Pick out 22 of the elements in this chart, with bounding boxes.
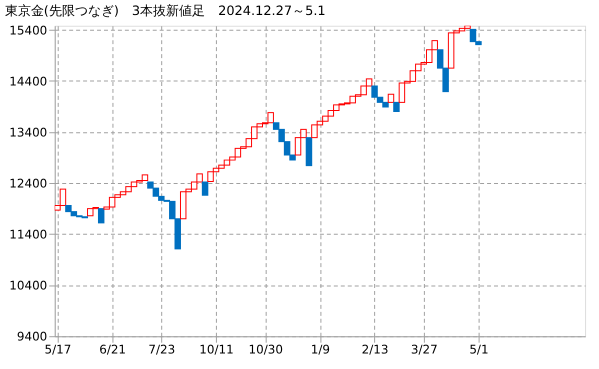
y-tick-label: 13400: [9, 125, 48, 140]
bar: [388, 94, 394, 103]
x-tick-label: 10/11: [199, 342, 234, 357]
y-tick-label: 9400: [16, 330, 48, 344]
y-tick-label: 14400: [9, 74, 48, 88]
x-tick-label: 7/23: [148, 342, 176, 357]
bar: [98, 208, 104, 224]
x-tick-label: 5/17: [44, 342, 72, 357]
y-tick-label: 15400: [9, 23, 48, 38]
bar: [306, 137, 312, 166]
x-tick-label: 1/9: [310, 342, 330, 357]
x-tick-label: 6/21: [99, 342, 126, 357]
bar: [393, 102, 400, 112]
y-tick-label: 12400: [9, 176, 48, 191]
y-tick-label: 10400: [9, 278, 48, 293]
x-tick-label: 2/13: [362, 342, 388, 357]
x-tick-label: 10/30: [248, 342, 283, 357]
bar: [202, 182, 208, 196]
x-tick-label: 5/1: [469, 342, 489, 357]
x-tick-label: 3/27: [410, 342, 438, 357]
chart-title: 東京金(先限つなぎ) 3本抜新値足 2024.12.27～5.1: [4, 4, 326, 19]
y-tick-label: 11400: [9, 228, 48, 242]
